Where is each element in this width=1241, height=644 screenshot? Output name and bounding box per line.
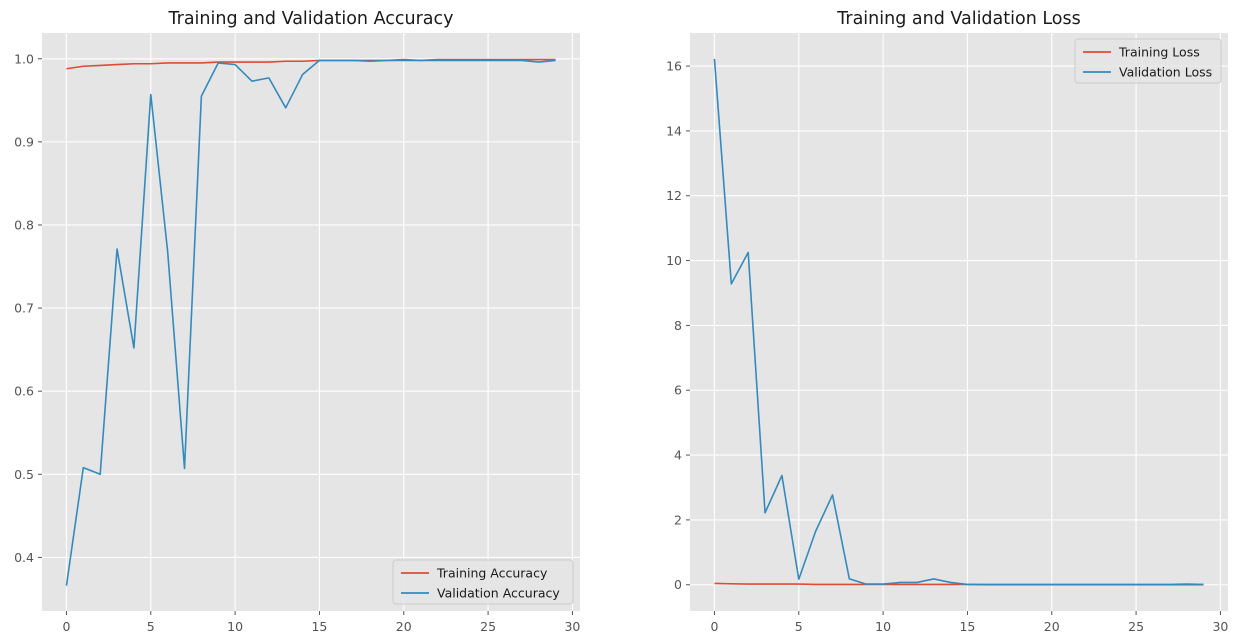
accuracy-x-tick-label: 0 [62,619,70,634]
validation-accuracy-legend-label: Validation Accuracy [437,586,560,601]
loss-y-tick-label: 0 [674,577,682,592]
accuracy-x-tick-label: 25 [480,619,496,634]
validation-accuracy-line [65,59,556,586]
accuracy-x-tick-label: 5 [147,619,155,634]
loss-chart: Training and Validation Loss 0 5 10 15 20 25 3… [666,9,1228,634]
loss-chart-title: Training and Validation Loss [836,9,1080,29]
loss-y-tick-label: 6 [674,383,682,398]
loss-y-tick-label: 10 [666,253,682,268]
loss-y-tick-label: 12 [666,188,682,203]
accuracy-legend: Training Accuracy Validation Accuracy [392,559,574,605]
accuracy-x-tick-label: 20 [396,619,412,634]
loss-legend: Training Loss Validation Loss [1074,38,1222,84]
accuracy-y-tick-label: 0.4 [14,550,34,565]
accuracy-plot-area [42,33,580,611]
accuracy-y-tick-label: 0.5 [14,467,34,482]
loss-legend-box [1074,38,1222,84]
loss-y-tick-label: 8 [674,318,682,333]
accuracy-chart: Training and Validation Accuracy 0 5 10 15 2… [14,9,580,634]
accuracy-y-tick-label: 0.8 [14,217,34,232]
loss-x-tick-label: 0 [710,619,718,634]
accuracy-chart-title: Training and Validation Accuracy [168,9,454,29]
training-loss-legend-label: Training Loss [1118,45,1200,60]
loss-plot-area [690,33,1228,611]
accuracy-x-tick-label: 10 [227,619,243,634]
accuracy-legend-box [392,559,574,605]
loss-x-tick-label: 10 [875,619,891,634]
accuracy-y-tick-label: 1.0 [14,51,34,66]
accuracy-x-tick-label: 15 [311,619,327,634]
loss-x-tick-label: 15 [959,619,975,634]
training-accuracy-legend-label: Training Accuracy [436,566,548,581]
accuracy-y-tick-label: 0.7 [14,301,34,316]
validation-loss-line [713,58,1204,586]
loss-x-tick-label: 20 [1044,619,1060,634]
loss-y-tick-label: 16 [666,59,682,74]
accuracy-x-tick-label: 30 [564,619,580,634]
loss-y-tick-label: 2 [674,512,682,527]
loss-y-tick-label: 4 [674,448,682,463]
loss-x-tick-label: 5 [795,619,803,634]
accuracy-y-tick-label: 0.9 [14,134,34,149]
loss-x-tick-label: 25 [1128,619,1144,634]
training-accuracy-line [66,58,556,70]
loss-x-tick-label: 30 [1212,619,1228,634]
loss-y-tick-label: 14 [666,123,682,138]
validation-loss-legend-label: Validation Loss [1119,65,1212,80]
accuracy-y-tick-label: 0.6 [14,384,34,399]
